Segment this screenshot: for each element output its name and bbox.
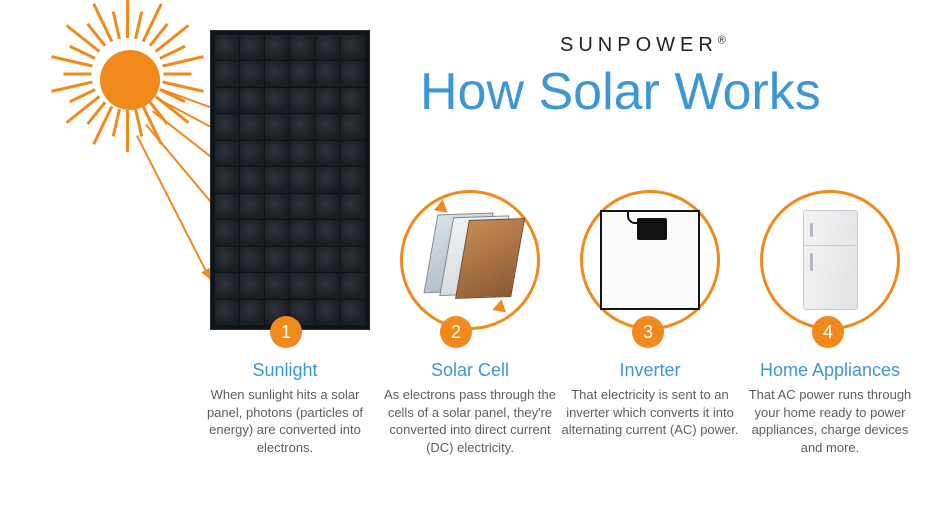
panel-cell [215, 35, 239, 60]
panel-cell [341, 194, 365, 219]
sun-ray [112, 11, 121, 39]
panel-cell [240, 141, 264, 166]
panel-cell [265, 61, 289, 86]
panel-cell [215, 61, 239, 86]
panel-cell [265, 114, 289, 139]
panel-cell [316, 88, 340, 113]
step-title-1: Sunlight [195, 360, 375, 381]
step-title-4: Home Appliances [740, 360, 920, 381]
panel-cell [240, 220, 264, 245]
panel-cell [240, 194, 264, 219]
panel-cell [215, 114, 239, 139]
panel-cell [215, 88, 239, 113]
panel-cell [341, 61, 365, 86]
sun-ray [155, 24, 190, 53]
panel-cell [265, 194, 289, 219]
panel-cell [316, 35, 340, 60]
step-badge-1: 1 [270, 316, 302, 348]
sun-ray [142, 3, 163, 42]
sun-ray [126, 0, 129, 38]
panel-cell [265, 273, 289, 298]
step-circle-3 [580, 190, 720, 330]
panel-cell [341, 114, 365, 139]
panel-cell [215, 167, 239, 192]
fridge-icon [803, 210, 858, 310]
panel-cell [316, 300, 340, 325]
panel-cell [341, 141, 365, 166]
panel-cell [265, 220, 289, 245]
solar-panel [210, 30, 370, 330]
sun-ray [126, 110, 129, 152]
panel-cell [240, 273, 264, 298]
panel-cell [341, 247, 365, 272]
panel-cell [215, 300, 239, 325]
panel-cell [215, 273, 239, 298]
step-circle-4 [760, 190, 900, 330]
panel-cell [290, 247, 314, 272]
panel-cell [341, 220, 365, 245]
step-badge-2: 2 [440, 316, 472, 348]
sun-ray [112, 109, 121, 137]
sun-ray [134, 11, 143, 39]
step-badge-4: 4 [812, 316, 844, 348]
panel-cell [290, 88, 314, 113]
sun-ray [134, 109, 143, 137]
panel-cell [341, 35, 365, 60]
panel-cell [341, 273, 365, 298]
brand-name: SUNPOWER [560, 34, 718, 56]
panel-cell [341, 300, 365, 325]
panel-cell [316, 141, 340, 166]
panel-cell [290, 273, 314, 298]
panel-cell [316, 114, 340, 139]
panel-cell [265, 88, 289, 113]
panel-cell [215, 141, 239, 166]
panel-cell [215, 194, 239, 219]
panel-cell [265, 167, 289, 192]
step-desc-3: That electricity is sent to an inverter … [560, 386, 740, 439]
step-badge-3: 3 [632, 316, 664, 348]
panel-cell [316, 167, 340, 192]
panel-cell [316, 247, 340, 272]
brand-wordmark: SUNPOWER® [560, 34, 726, 57]
solar-cell-icon [423, 209, 517, 312]
panel-cell [316, 61, 340, 86]
panel-cell [316, 194, 340, 219]
panel-cell [240, 247, 264, 272]
panel-cell [290, 61, 314, 86]
panel-cell [240, 167, 264, 192]
panel-cell [265, 141, 289, 166]
panel-cell [265, 35, 289, 60]
sun-ray [162, 55, 204, 67]
panel-cell [240, 300, 264, 325]
panel-cell [215, 220, 239, 245]
panel-cell [240, 88, 264, 113]
brand-registered: ® [718, 34, 726, 46]
step-desc-1: When sunlight hits a solar panel, photon… [195, 386, 375, 456]
panel-cell [341, 167, 365, 192]
panel-cell [290, 194, 314, 219]
sun-ray [164, 73, 192, 76]
panel-cell [316, 220, 340, 245]
sun-ray [64, 73, 92, 76]
inverter-icon [600, 210, 700, 310]
panel-cell [240, 61, 264, 86]
panel-cell [215, 247, 239, 272]
panel-cell [240, 35, 264, 60]
step-desc-2: As electrons pass through the cells of a… [380, 386, 560, 456]
step-desc-4: That AC power runs through your home rea… [740, 386, 920, 456]
panel-cell [290, 167, 314, 192]
panel-cell [316, 273, 340, 298]
page-title: How Solar Works [420, 62, 821, 122]
panel-cell [240, 114, 264, 139]
panel-cell [290, 114, 314, 139]
step-title-3: Inverter [560, 360, 740, 381]
panel-cell [341, 88, 365, 113]
step-circle-2 [400, 190, 540, 330]
panel-cell [290, 35, 314, 60]
sun-ray [51, 55, 93, 67]
panel-cell [265, 247, 289, 272]
panel-cell [290, 220, 314, 245]
panel-cell [290, 141, 314, 166]
step-title-2: Solar Cell [380, 360, 560, 381]
